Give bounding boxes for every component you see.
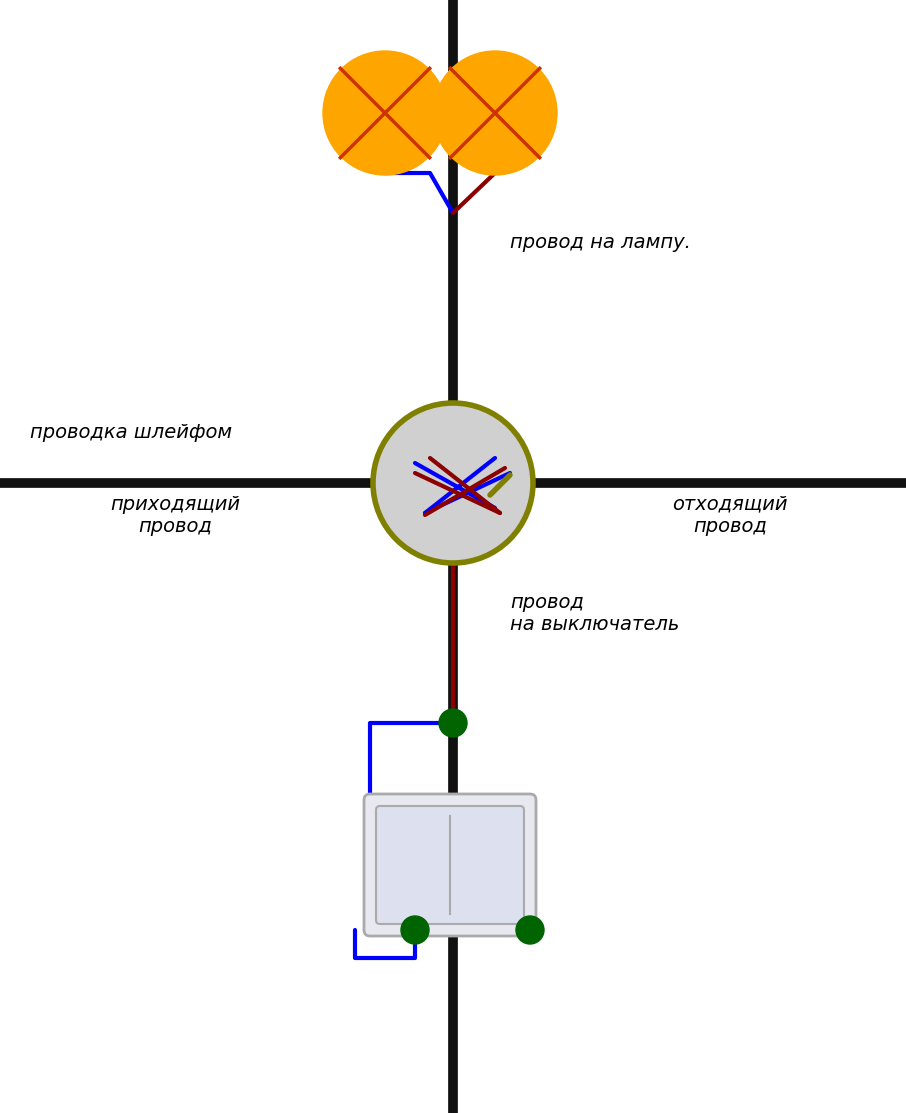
Text: отходящий
провод: отходящий провод	[672, 494, 787, 535]
Circle shape	[433, 51, 557, 175]
FancyBboxPatch shape	[376, 806, 524, 924]
Text: провод
на выключатель: провод на выключатель	[510, 592, 680, 633]
Circle shape	[439, 709, 467, 737]
FancyBboxPatch shape	[364, 794, 536, 936]
Text: провод на лампу.: провод на лампу.	[510, 234, 691, 253]
Circle shape	[373, 403, 533, 563]
Circle shape	[323, 51, 447, 175]
Circle shape	[401, 916, 429, 944]
Text: приходящий
провод: приходящий провод	[110, 494, 240, 535]
Circle shape	[516, 916, 544, 944]
Text: проводка шлейфом: проводка шлейфом	[30, 424, 232, 443]
